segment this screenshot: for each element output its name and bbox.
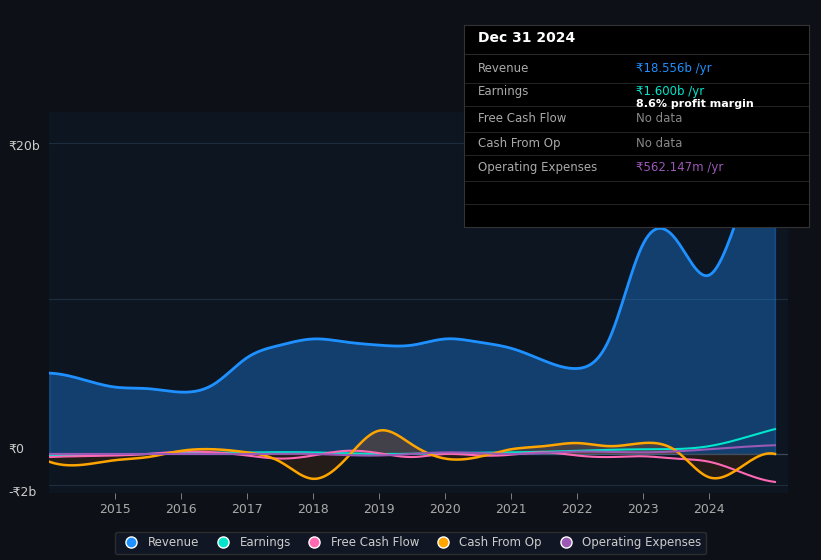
Text: ₹1.600b /yr: ₹1.600b /yr bbox=[636, 85, 704, 98]
Text: 8.6% profit margin: 8.6% profit margin bbox=[636, 100, 754, 109]
Text: ₹0: ₹0 bbox=[8, 443, 25, 456]
Text: No data: No data bbox=[636, 137, 682, 150]
Text: Free Cash Flow: Free Cash Flow bbox=[478, 113, 566, 125]
Text: Dec 31 2024: Dec 31 2024 bbox=[478, 31, 575, 45]
Text: Cash From Op: Cash From Op bbox=[478, 137, 560, 150]
Text: Operating Expenses: Operating Expenses bbox=[478, 161, 597, 174]
Text: No data: No data bbox=[636, 113, 682, 125]
Text: ₹562.147m /yr: ₹562.147m /yr bbox=[636, 161, 723, 174]
Text: Revenue: Revenue bbox=[478, 62, 529, 75]
Text: Earnings: Earnings bbox=[478, 85, 529, 98]
Text: ₹18.556b /yr: ₹18.556b /yr bbox=[636, 62, 712, 75]
Legend: Revenue, Earnings, Free Cash Flow, Cash From Op, Operating Expenses: Revenue, Earnings, Free Cash Flow, Cash … bbox=[115, 531, 706, 554]
Text: -₹2b: -₹2b bbox=[8, 486, 37, 500]
Text: ₹20b: ₹20b bbox=[8, 140, 40, 153]
